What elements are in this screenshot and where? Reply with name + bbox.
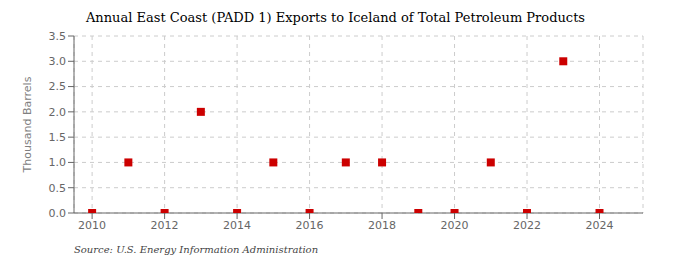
svg-text:2016: 2016 (296, 219, 324, 232)
svg-text:1.0: 1.0 (49, 156, 67, 169)
svg-text:2.0: 2.0 (49, 106, 67, 119)
svg-text:2012: 2012 (151, 219, 179, 232)
svg-text:2018: 2018 (368, 219, 396, 232)
svg-text:2020: 2020 (441, 219, 469, 232)
svg-text:1.5: 1.5 (49, 131, 67, 144)
svg-text:2014: 2014 (223, 219, 251, 232)
html-text:Annual East Coast (PADD 1) Exp: Annual East Coast (PADD 1) Exports to Ic… (86, 10, 585, 25)
svg-text:2.5: 2.5 (49, 80, 67, 93)
html-text:Source: U.S. Energy Informatio: Source: U.S. Energy Information Administ… (74, 244, 319, 255)
svg-text:Thousand Barrels: Thousand Barrels (21, 76, 34, 173)
svg-text:0.5: 0.5 (49, 182, 67, 195)
svg-text:0.0: 0.0 (49, 207, 67, 220)
svg-text:2010: 2010 (78, 219, 106, 232)
svg-text:3.5: 3.5 (49, 30, 67, 43)
svg-text:2024: 2024 (586, 219, 614, 232)
svg-text:2022: 2022 (513, 219, 541, 232)
svg-text:3.0: 3.0 (49, 55, 67, 68)
